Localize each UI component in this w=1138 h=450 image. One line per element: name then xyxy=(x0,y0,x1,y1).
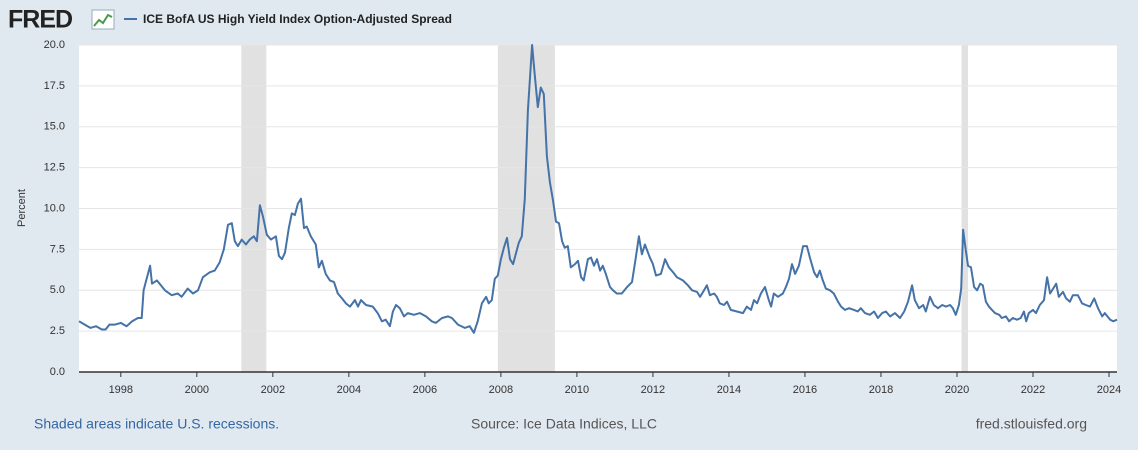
legend-label: ICE BofA US High Yield Index Option-Adju… xyxy=(143,12,452,26)
note-right: fred.stlouisfed.org xyxy=(976,416,1087,432)
x-tick-label: 2018 xyxy=(869,384,893,396)
y-tick-label: 2.5 xyxy=(50,325,65,337)
x-tick-label: 2004 xyxy=(337,384,361,396)
x-tick-label: 2020 xyxy=(945,384,969,396)
x-tick-label: 2024 xyxy=(1097,384,1121,396)
y-tick-label: 0.0 xyxy=(50,366,65,378)
x-tick-label: 1998 xyxy=(109,384,133,396)
lines xyxy=(78,44,1118,334)
grid xyxy=(79,44,1117,377)
x-tick-label: 2016 xyxy=(793,384,817,396)
x-tick-label: 2008 xyxy=(489,384,513,396)
y-tick-label: 17.5 xyxy=(44,80,65,92)
x-tick-label: 2012 xyxy=(641,384,665,396)
y-tick-label: 20.0 xyxy=(44,39,65,51)
series-line xyxy=(78,44,1118,334)
logo-icon xyxy=(91,9,115,30)
x-tick-label: 2000 xyxy=(185,384,209,396)
x-tick-label: 2002 xyxy=(261,384,285,396)
x-tick-label: 2006 xyxy=(413,384,437,396)
logo: FRED xyxy=(8,6,72,34)
x-tick-label: 2010 xyxy=(565,384,589,396)
note-center: Source: Ice Data Indices, LLC xyxy=(471,416,657,432)
y-tick-label: 12.5 xyxy=(44,162,65,174)
y-tick-label: 5.0 xyxy=(50,284,65,296)
y-tick-label: 15.0 xyxy=(44,121,65,133)
y-tick-label: 10.0 xyxy=(44,202,65,214)
x-tick-label: 2022 xyxy=(1021,384,1045,396)
x-tick-label: 2014 xyxy=(717,384,741,396)
y-axis-label: Percent xyxy=(16,189,28,227)
y-tick-label: 7.5 xyxy=(50,243,65,255)
note-left: Shaded areas indicate U.S. recessions. xyxy=(34,416,279,432)
